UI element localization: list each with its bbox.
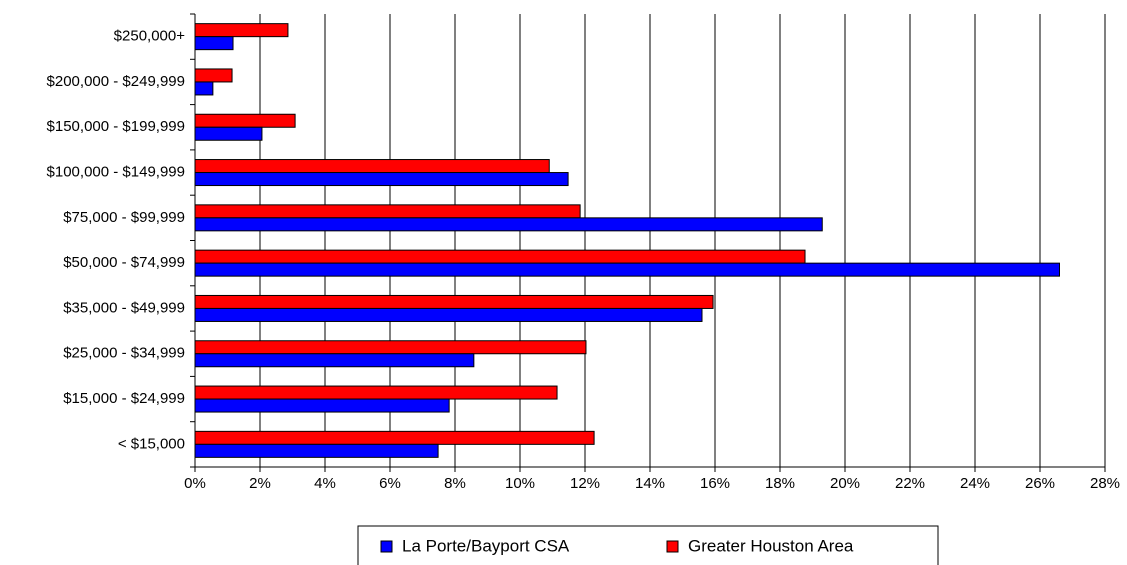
x-tick-label: 4% <box>314 475 336 492</box>
bar <box>194 430 595 445</box>
x-tick-label: 12% <box>570 475 600 492</box>
y-tick-label: $200,000 - $249,999 <box>47 73 185 90</box>
y-tick-label: $75,000 - $99,999 <box>63 209 185 226</box>
y-tick-label: $50,000 - $74,999 <box>63 254 185 271</box>
bar <box>194 113 296 128</box>
bar <box>194 204 581 219</box>
x-tick-label: 8% <box>444 475 466 492</box>
x-tick-label: 0% <box>184 475 206 492</box>
y-tick-label: $150,000 - $199,999 <box>47 118 185 135</box>
legend-box <box>357 525 939 565</box>
legend-label: La Porte/Bayport CSA <box>402 536 570 555</box>
bar <box>194 443 439 458</box>
x-tick-label: 26% <box>1025 475 1055 492</box>
bar <box>194 262 1060 277</box>
x-tick-label: 22% <box>895 475 925 492</box>
bar <box>194 36 234 51</box>
bar <box>194 81 214 96</box>
bar <box>194 23 289 38</box>
legend-swatch <box>666 540 679 553</box>
x-tick-label: 24% <box>960 475 990 492</box>
bar <box>194 172 569 187</box>
bar <box>194 159 550 174</box>
x-tick-label: 16% <box>700 475 730 492</box>
x-tick-label: 6% <box>379 475 401 492</box>
bar <box>194 68 233 83</box>
y-tick-label: $35,000 - $49,999 <box>63 299 185 316</box>
bar <box>194 353 475 368</box>
x-tick-label: 28% <box>1090 475 1120 492</box>
y-tick-label: $25,000 - $34,999 <box>63 345 185 362</box>
y-tick-label: $15,000 - $24,999 <box>63 390 185 407</box>
x-tick-label: 18% <box>765 475 795 492</box>
bar <box>194 385 558 400</box>
bar <box>194 398 450 413</box>
y-tick-label: $250,000+ <box>114 28 186 45</box>
legend-label: Greater Houston Area <box>688 536 854 555</box>
legend-swatch <box>380 540 393 553</box>
bar <box>194 294 714 309</box>
bar <box>194 340 587 355</box>
y-tick-label: < $15,000 <box>118 435 185 452</box>
bar <box>194 307 703 322</box>
x-tick-label: 14% <box>635 475 665 492</box>
bar <box>194 126 263 141</box>
bar <box>194 217 823 232</box>
x-tick-label: 20% <box>830 475 860 492</box>
x-tick-label: 10% <box>505 475 535 492</box>
bar <box>194 249 806 264</box>
x-tick-label: 2% <box>249 475 271 492</box>
y-tick-label: $100,000 - $149,999 <box>47 164 185 181</box>
